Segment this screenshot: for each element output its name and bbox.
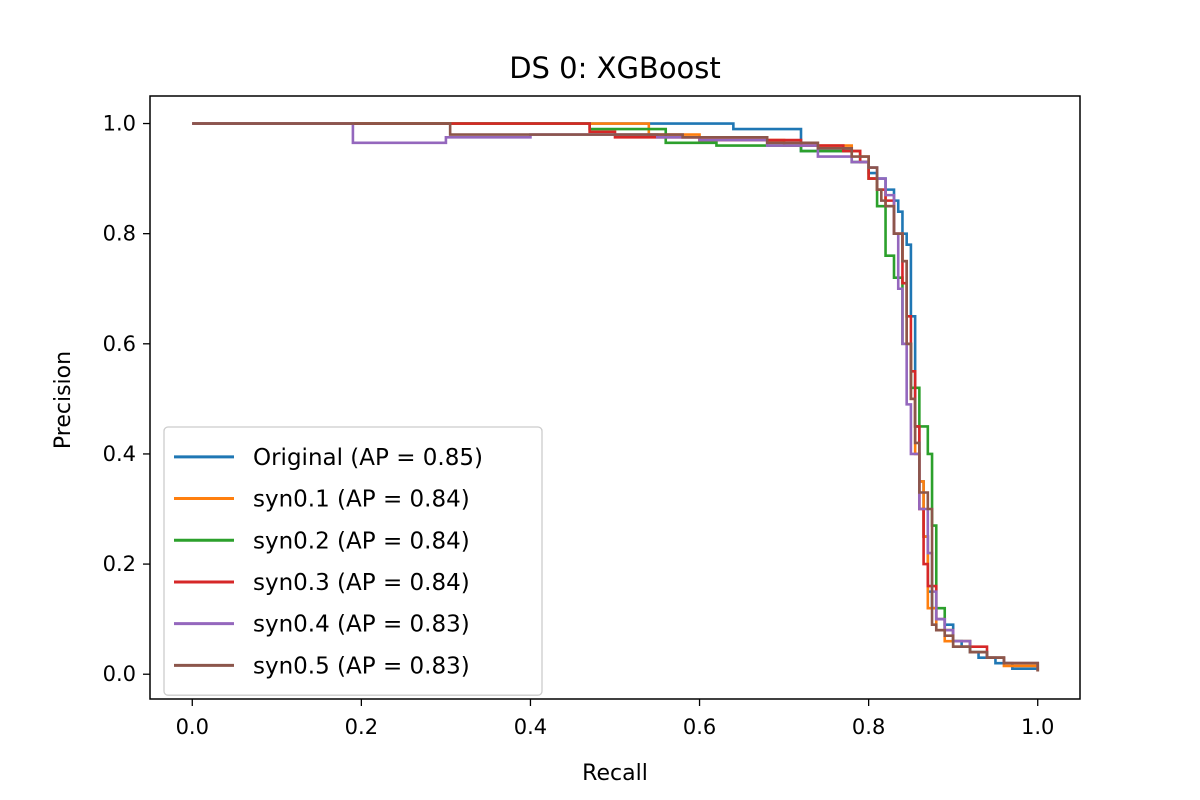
x-axis-label: Recall — [582, 761, 648, 786]
x-tick-label: 0.2 — [345, 715, 378, 739]
legend-label-3: syn0.3 (AP = 0.84) — [253, 570, 470, 596]
y-tick-label: 1.0 — [103, 112, 136, 136]
y-tick-label: 0.0 — [103, 662, 136, 686]
x-tick-label: 0.0 — [176, 715, 209, 739]
x-axis-ticks: 0.0 0.2 0.4 0.6 0.8 1.0 — [176, 699, 1054, 739]
y-tick-label: 0.8 — [103, 222, 136, 246]
x-tick-label: 1.0 — [1021, 715, 1054, 739]
y-tick-label: 0.4 — [103, 442, 136, 466]
series-layer — [192, 122, 1040, 672]
plot-frame — [149, 95, 1081, 700]
legend-label-4: syn0.4 (AP = 0.83) — [253, 612, 470, 638]
y-axis-ticks: 0.0 0.2 0.4 0.6 0.8 1.0 — [103, 112, 150, 686]
x-tick-label: 0.4 — [514, 715, 547, 739]
y-tick-label: 0.6 — [103, 332, 136, 356]
y-tick-label: 0.2 — [103, 552, 136, 576]
series-line-5 — [192, 122, 1040, 672]
legend-label-2: syn0.2 (AP = 0.84) — [253, 528, 470, 554]
legend-label-0: Original (AP = 0.85) — [253, 445, 483, 471]
legend: Original (AP = 0.85) syn0.1 (AP = 0.84) sy… — [163, 426, 543, 696]
legend-label-1: syn0.1 (AP = 0.84) — [253, 487, 470, 513]
chart-title: DS 0: XGBoost — [509, 51, 721, 85]
x-tick-label: 0.8 — [852, 715, 885, 739]
x-tick-label: 0.6 — [683, 715, 716, 739]
legend-label-5: syn0.5 (AP = 0.83) — [253, 653, 470, 679]
legend-box — [163, 426, 543, 696]
y-axis-label: Precision — [51, 351, 76, 449]
